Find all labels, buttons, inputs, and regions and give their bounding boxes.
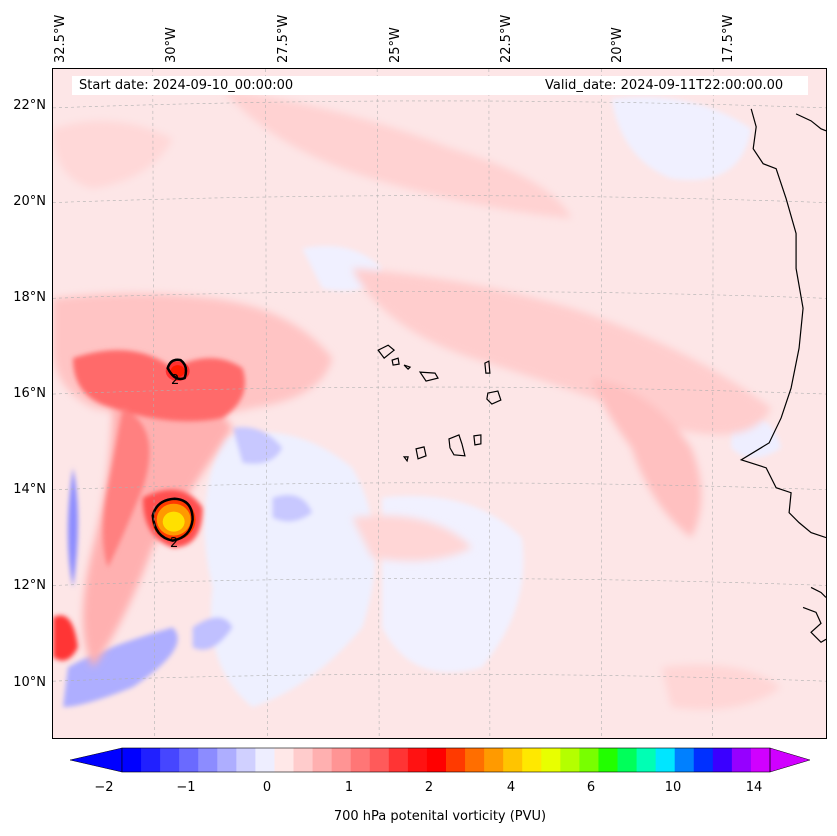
colorbar-cell bbox=[465, 748, 485, 772]
colorbar-cell bbox=[674, 748, 695, 772]
colorbar-cell bbox=[350, 748, 371, 772]
colorbar-tick: 0 bbox=[262, 780, 272, 795]
lat-label-12n: 12°N bbox=[13, 578, 46, 593]
colorbar-cell bbox=[179, 748, 199, 772]
pv-field-map bbox=[53, 69, 826, 738]
colorbar-cell bbox=[579, 748, 600, 772]
lon-label-17-5w: 17.5°W bbox=[721, 14, 736, 63]
colorbar-tick: 10 bbox=[664, 780, 682, 795]
lon-label-27-5w: 27.5°W bbox=[276, 14, 291, 63]
colorbar-cell bbox=[712, 748, 733, 772]
colorbar-cell bbox=[731, 748, 752, 772]
colorbar-cell bbox=[541, 748, 561, 772]
vortex-north bbox=[165, 358, 190, 382]
colorbar-cell bbox=[217, 748, 237, 772]
valid-date-label: Valid_date: 2024-09-11T22:00:00.00 bbox=[545, 78, 784, 93]
colorbar-cell bbox=[369, 748, 390, 772]
colorbar-right-arrow-icon bbox=[769, 747, 810, 773]
colorbar-cell bbox=[693, 748, 714, 772]
lon-label-20w: 20°W bbox=[610, 27, 625, 63]
colorbar-cell bbox=[236, 748, 257, 772]
colorbar-cell bbox=[293, 748, 314, 772]
colorbar-cell bbox=[388, 748, 409, 772]
colorbar-left-arrow-icon bbox=[70, 747, 123, 773]
africa-coastline bbox=[739, 108, 826, 539]
lat-label-22n: 22°N bbox=[13, 98, 46, 113]
colorbar-tick: 1 bbox=[344, 780, 354, 795]
colorbar-cell bbox=[560, 748, 581, 772]
positive-pv-regions bbox=[53, 88, 782, 710]
info-banner bbox=[72, 76, 808, 95]
colorbar-tick: −2 bbox=[94, 780, 114, 795]
contour-label-south: 2 bbox=[170, 536, 179, 551]
colorbar-cell bbox=[750, 748, 771, 772]
colorbar-cell bbox=[617, 748, 638, 772]
lat-label-10n: 10°N bbox=[13, 675, 46, 690]
colorbar-cell bbox=[255, 748, 276, 772]
colorbar-cell bbox=[426, 748, 447, 772]
map-panel[interactable]: 2 2 bbox=[52, 68, 827, 739]
colorbar-cell bbox=[503, 748, 523, 772]
colorbar-cell bbox=[446, 748, 466, 772]
colorbar-cells bbox=[122, 748, 771, 772]
colorbar-cell bbox=[407, 748, 428, 772]
colorbar-cell bbox=[274, 748, 295, 772]
lon-label-25w: 25°W bbox=[388, 27, 403, 63]
colorbar-tick: 2 bbox=[424, 780, 434, 795]
contour-label-north: 2 bbox=[171, 373, 180, 388]
africa-coastline-south bbox=[802, 586, 826, 644]
colorbar-cell bbox=[331, 748, 352, 772]
colorbar-cell bbox=[198, 748, 218, 772]
colorbar-cell bbox=[655, 748, 676, 772]
colorbar-tick: 6 bbox=[586, 780, 596, 795]
lon-label-32-5w: 32.5°W bbox=[53, 14, 68, 63]
cape-verde-islands bbox=[377, 344, 502, 463]
lat-label-14n: 14°N bbox=[13, 482, 46, 497]
colorbar bbox=[70, 747, 810, 773]
lon-label-22-5w: 22.5°W bbox=[499, 14, 514, 63]
colorbar-cell bbox=[636, 748, 657, 772]
colorbar-tick: 14 bbox=[745, 780, 763, 795]
colorbar-tick: −1 bbox=[176, 780, 196, 795]
lat-label-18n: 18°N bbox=[13, 290, 46, 305]
graticule bbox=[53, 69, 826, 738]
colorbar-cell bbox=[141, 748, 161, 772]
colorbar-cell bbox=[598, 748, 619, 772]
colorbar-cell bbox=[522, 748, 542, 772]
colorbar-cell bbox=[484, 748, 504, 772]
colorbar-tick: 4 bbox=[506, 780, 516, 795]
colorbar-title: 700 hPa potenital vorticity (PVU) bbox=[333, 809, 547, 824]
colorbar-cell bbox=[122, 748, 142, 772]
lat-label-20n: 20°N bbox=[13, 194, 46, 209]
colorbar-cell bbox=[312, 748, 333, 772]
vortex-south bbox=[151, 497, 196, 542]
lon-label-30w: 30°W bbox=[164, 27, 179, 63]
colorbar-cell bbox=[160, 748, 180, 772]
start-date-label: Start date: 2024-09-10_00:00:00 bbox=[79, 78, 294, 93]
lat-label-16n: 16°N bbox=[13, 386, 46, 401]
